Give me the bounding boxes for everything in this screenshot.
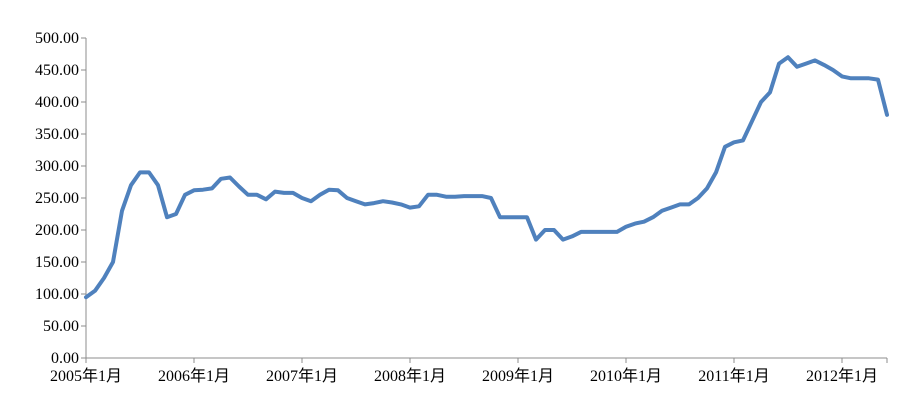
x-tick-label: 2012年1月 bbox=[806, 367, 878, 385]
y-tick-label: 400.00 bbox=[35, 94, 79, 111]
x-tick-label: 2011年1月 bbox=[698, 367, 769, 385]
y-tick-label: 500.00 bbox=[35, 30, 79, 47]
series-line bbox=[84, 55, 889, 300]
y-tick-label: 200.00 bbox=[35, 222, 79, 239]
series-layer bbox=[84, 55, 889, 300]
x-tick-label: 2009年1月 bbox=[482, 367, 554, 385]
x-tick-label: 2010年1月 bbox=[590, 367, 662, 385]
x-axis: 2005年1月 2006年1月 2007年1月 2008年1月 2009年1月 2010年… bbox=[50, 357, 888, 385]
x-tick-label: 2008年1月 bbox=[374, 367, 446, 385]
y-tick-label: 250.00 bbox=[35, 190, 79, 207]
x-tick-label: 2007年1月 bbox=[266, 367, 338, 385]
y-tick-label: 100.00 bbox=[35, 286, 79, 303]
y-tick-label: 0.00 bbox=[51, 350, 79, 367]
y-tick-label: 50.00 bbox=[43, 318, 79, 335]
y-tick-label: 350.00 bbox=[35, 126, 79, 143]
y-axis: 0.00 50.00 100.00 150.00 200.00 250.00 300.00 3… bbox=[35, 30, 87, 367]
y-tick-label: 450.00 bbox=[35, 62, 79, 79]
x-tick-label: 2006年1月 bbox=[158, 367, 230, 385]
y-tick-label: 150.00 bbox=[35, 254, 79, 271]
y-tick-label: 300.00 bbox=[35, 158, 79, 175]
x-tick-label: 2005年1月 bbox=[50, 367, 122, 385]
